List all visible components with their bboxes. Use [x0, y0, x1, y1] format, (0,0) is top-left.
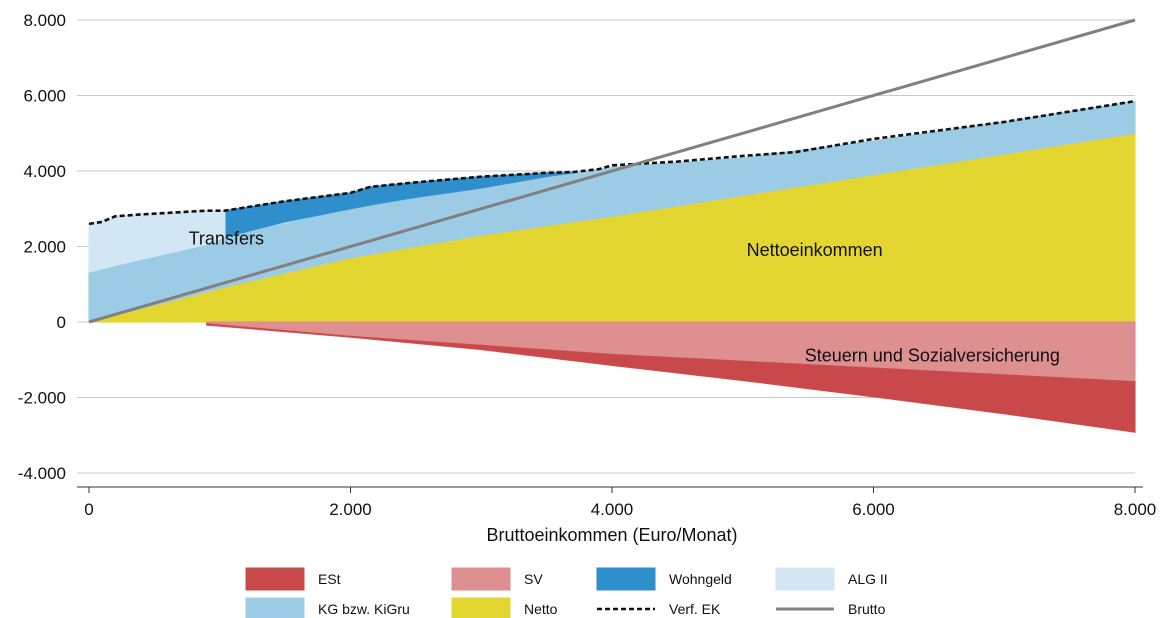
axis-layer: 0 2.000 4.000 6.000 8.000 -4.000 -2.000 0 2.000… [18, 11, 1156, 545]
legend-swatch [245, 597, 305, 618]
area-kg-bzw-kigru [88, 100, 1136, 323]
legend-item-sv: SV [451, 567, 543, 591]
x-tick-label: 8.000 [1114, 500, 1157, 519]
x-ticks: 0 2.000 4.000 6.000 8.000 [84, 487, 1156, 519]
y-tick-label: 4.000 [23, 162, 66, 181]
x-axis-title: Bruttoeinkommen (Euro/Monat) [486, 525, 737, 545]
x-tick-label: 6.000 [852, 500, 895, 519]
line-brutto [88, 18, 1136, 324]
legend-item-est: ESt [245, 567, 341, 591]
annotation-nettoeinkommen: Nettoeinkommen [747, 240, 883, 260]
x-tick-label: 4.000 [591, 500, 634, 519]
area-layer [88, 100, 1136, 433]
legend-item-alg-ii: ALG II [775, 567, 888, 591]
x-tick-label: 2.000 [329, 500, 372, 519]
area-est [206, 323, 1136, 433]
legend-label: Wohngeld [669, 571, 732, 587]
legend-label: Verf. EK [669, 601, 721, 617]
legend-item-kg-bzw-kigru: KG bzw. KiGru [245, 597, 410, 618]
legend-swatch [451, 597, 511, 618]
y-tick-label: -4.000 [18, 464, 66, 483]
annotation-transfers: Transfers [189, 229, 264, 249]
legend-label: Brutto [848, 601, 886, 617]
y-tick-label: 2.000 [23, 238, 66, 257]
legend-label: Netto [524, 601, 558, 617]
legend-swatch [451, 567, 511, 591]
legend-item-netto: Netto [451, 597, 558, 618]
y-tick-label: -2.000 [18, 389, 66, 408]
legend-label: SV [524, 571, 543, 587]
legend-label: ALG II [848, 571, 888, 587]
legend-swatch [775, 567, 835, 591]
y-ticks: -4.000 -2.000 0 2.000 4.000 6.000 8.000 [18, 11, 66, 483]
line-verf-ek [88, 99, 1136, 226]
legend: ESt SV Wohngeld ALG II KG bzw. KiGru Netto Ver… [245, 567, 888, 618]
legend-swatch [245, 567, 305, 591]
legend-item-verf-ek: Verf. EK [597, 601, 721, 617]
legend-label: ESt [318, 571, 341, 587]
annotation-layer: Transfers Nettoeinkommen Steuern und Sozia… [189, 229, 1060, 366]
x-tick-label: 0 [84, 500, 93, 519]
legend-item-brutto: Brutto [776, 601, 886, 617]
y-tick-label: 0 [57, 313, 66, 332]
legend-label: KG bzw. KiGru [318, 601, 410, 617]
line-layer [88, 18, 1136, 324]
y-tick-label: 8.000 [23, 11, 66, 30]
y-tick-label: 6.000 [23, 87, 66, 106]
legend-item-wohngeld: Wohngeld [596, 567, 732, 591]
legend-swatch [596, 567, 656, 591]
annotation-steuern-und-sozialversicherung: Steuern und Sozialversicherung [805, 346, 1060, 366]
